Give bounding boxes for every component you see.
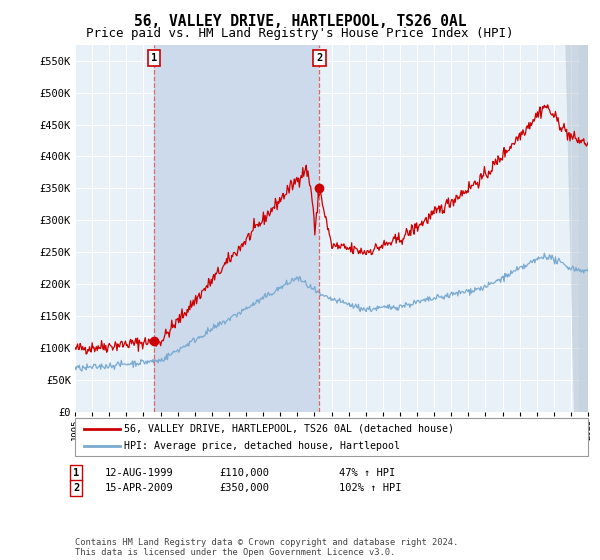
Text: 2: 2 [316, 53, 322, 63]
Text: £110,000: £110,000 [219, 468, 269, 478]
Text: 102% ↑ HPI: 102% ↑ HPI [339, 483, 401, 493]
Text: £350,000: £350,000 [219, 483, 269, 493]
Text: 1: 1 [151, 53, 157, 63]
Text: 47% ↑ HPI: 47% ↑ HPI [339, 468, 395, 478]
Text: 12-AUG-1999: 12-AUG-1999 [105, 468, 174, 478]
Bar [154, 45, 319, 412]
Text: Price paid vs. HM Land Registry's House Price Index (HPI): Price paid vs. HM Land Registry's House … [86, 27, 514, 40]
Text: 2: 2 [73, 483, 79, 493]
Text: 1: 1 [73, 468, 79, 478]
Text: 56, VALLEY DRIVE, HARTLEPOOL, TS26 0AL (detached house): 56, VALLEY DRIVE, HARTLEPOOL, TS26 0AL (… [124, 423, 454, 433]
Polygon shape [580, 45, 588, 412]
Text: 15-APR-2009: 15-APR-2009 [105, 483, 174, 493]
Text: 56, VALLEY DRIVE, HARTLEPOOL, TS26 0AL: 56, VALLEY DRIVE, HARTLEPOOL, TS26 0AL [134, 14, 466, 29]
Text: Contains HM Land Registry data © Crown copyright and database right 2024.
This d: Contains HM Land Registry data © Crown c… [75, 538, 458, 557]
Text: HPI: Average price, detached house, Hartlepool: HPI: Average price, detached house, Hart… [124, 441, 400, 451]
